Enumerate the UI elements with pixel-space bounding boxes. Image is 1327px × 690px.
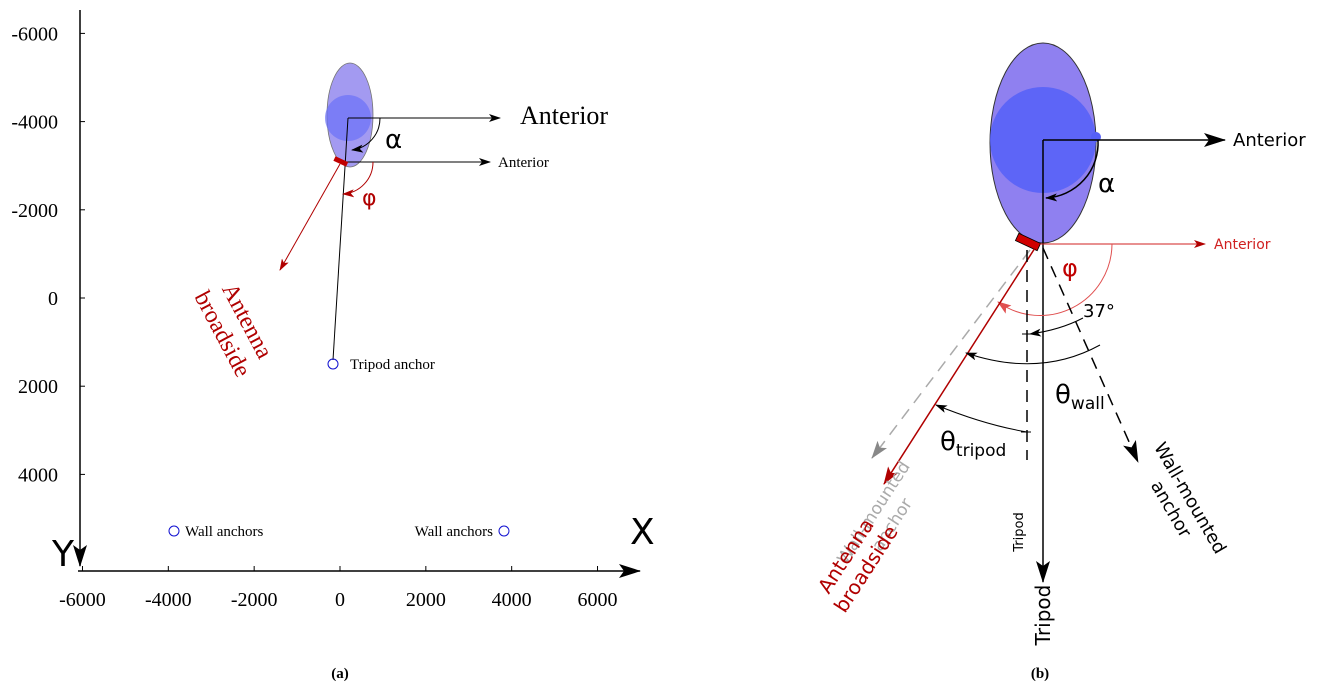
angle-37-arc bbox=[1030, 318, 1083, 334]
anterior-label: Anterior bbox=[520, 101, 608, 130]
angle-37-label: 37° bbox=[1083, 301, 1115, 322]
x-tick-label: -4000 bbox=[145, 589, 192, 611]
y-tick-label: 4000 bbox=[18, 464, 58, 486]
y-tick-label: -6000 bbox=[11, 23, 58, 45]
x-tick-label: 4000 bbox=[492, 589, 532, 611]
caption: (b) bbox=[1031, 666, 1049, 682]
antenna-label: Antennabroadside bbox=[189, 274, 280, 382]
phi-label: φ bbox=[1062, 254, 1078, 282]
wall-anchors-label: Wall anchors bbox=[415, 524, 494, 540]
y-tick-label: 2000 bbox=[18, 376, 58, 398]
alpha-label: α bbox=[1098, 169, 1115, 199]
theta-wall-arc bbox=[966, 345, 1100, 364]
anterior-label: Anterior bbox=[1233, 130, 1306, 151]
theta-tripod-label: θtripod bbox=[940, 427, 1006, 461]
x-tick-label: -2000 bbox=[231, 589, 278, 611]
theta-wall-label: θwall bbox=[1055, 380, 1105, 414]
y-tick-label: -4000 bbox=[11, 112, 58, 134]
alpha-label: α bbox=[385, 125, 402, 155]
y-tick-label: -2000 bbox=[11, 200, 58, 222]
y-tick-label: 0 bbox=[48, 288, 58, 310]
phi-label: φ bbox=[362, 186, 377, 211]
panel-a: Y X Anterior α Anterior φ Antennabroadsi… bbox=[11, 10, 654, 682]
wall-anchor-arrow bbox=[1043, 248, 1138, 462]
x-tick-label: 0 bbox=[335, 589, 345, 611]
tripod-small-label: Tripod bbox=[1012, 512, 1027, 552]
anterior-red-label: Anterior bbox=[1214, 237, 1271, 253]
tripod-anchor-label: Tripod anchor bbox=[350, 357, 435, 373]
wall-anchor bbox=[169, 526, 179, 536]
wall-black-label: Wall-mountedanchor bbox=[1130, 439, 1230, 569]
x-axis-label: X bbox=[630, 512, 655, 553]
wall-anchor bbox=[499, 526, 509, 536]
tripod-anchor bbox=[328, 359, 338, 369]
panel-b: Anterior α Anterior φ 37° θwall θtripod … bbox=[809, 43, 1306, 682]
y-axis-label: Y bbox=[51, 534, 75, 575]
tripod-large-label: Tripod bbox=[1031, 585, 1055, 647]
x-tick-label: -6000 bbox=[59, 589, 106, 611]
caption: (a) bbox=[331, 666, 349, 682]
x-tick-label: 2000 bbox=[406, 589, 446, 611]
x-tick-label: 6000 bbox=[578, 589, 618, 611]
anterior-small-label: Anterior bbox=[498, 155, 549, 171]
antenna-broadside-arrow bbox=[280, 164, 340, 270]
wall-anchors-label: Wall anchors bbox=[185, 524, 264, 540]
figure: Y X Anterior α Anterior φ Antennabroadsi… bbox=[0, 0, 1327, 690]
